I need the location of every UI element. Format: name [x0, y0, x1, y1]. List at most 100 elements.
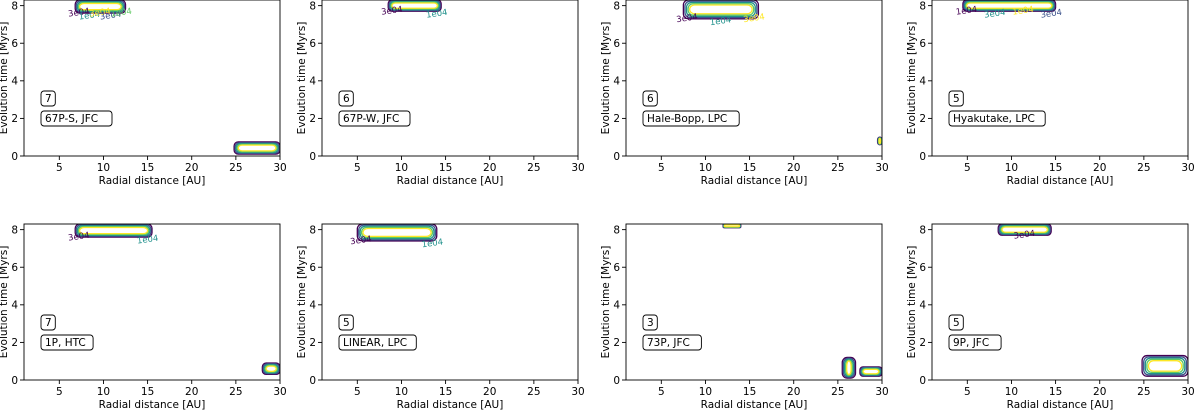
contour-line-2-1: [233, 141, 280, 155]
contour-line-1-2: [388, 0, 441, 12]
box-number-text: 7: [45, 317, 52, 329]
contour-line-1-5: [78, 226, 149, 235]
contour-label: 3e04: [743, 12, 766, 25]
x-tick-label: 20: [483, 162, 496, 174]
x-axis-label: Radial distance [AU]: [99, 399, 206, 410]
x-tick-label: 30: [571, 162, 584, 174]
contour-line-1-3: [685, 1, 756, 17]
x-axis-label: Radial distance [AU]: [701, 399, 808, 410]
y-tick-label: 4: [11, 300, 18, 312]
contour-area: [722, 224, 882, 379]
box-label: 9P, JFC: [948, 334, 1002, 351]
x-tick-label: 5: [354, 162, 361, 174]
y-tick-label: 4: [919, 300, 926, 312]
y-axis-label: Evolution time [Myrs]: [906, 22, 918, 135]
contour-line-2-5: [878, 137, 882, 145]
contour-line-1-4: [390, 1, 440, 10]
y-tick-label: 2: [11, 337, 18, 349]
contour-line-1-4: [77, 1, 123, 12]
x-tick-label: 10: [395, 386, 408, 398]
contour-line-2-3: [1144, 357, 1186, 375]
y-tick-label: 0: [919, 151, 926, 163]
x-tick-label: 25: [831, 162, 844, 174]
contour-line-2-1: [1141, 354, 1188, 377]
box-number-box: [642, 90, 658, 107]
contour-line-1-5: [966, 2, 1053, 9]
y-tick-label: 4: [613, 76, 620, 88]
box-label-text: LINEAR, LPC: [343, 337, 407, 349]
contour-label: 3e04: [68, 7, 91, 20]
x-axis-label: Radial distance [AU]: [1007, 175, 1114, 187]
y-tick-label: 0: [613, 375, 620, 387]
x-tick-label: 15: [439, 386, 452, 398]
subplot-4: 1e04 3e04 1e04 3e04 5 10 15 20 25 30 0 2 4 6 8 Radial d…: [906, 0, 1195, 187]
x-tick-label: 15: [141, 162, 154, 174]
y-tick-label: 2: [919, 337, 926, 349]
x-tick-label: 10: [97, 386, 110, 398]
axes-frame: [23, 0, 281, 157]
contour-line-1-2: [75, 224, 152, 237]
x-tick-label: 20: [787, 386, 800, 398]
y-tick-label: 0: [919, 375, 926, 387]
x-tick-label: 25: [831, 386, 844, 398]
contour-line-1-4: [1000, 225, 1050, 234]
contour-line-1-1: [387, 0, 442, 12]
contour-label: 1e04: [1012, 5, 1035, 18]
y-tick-label: 4: [11, 76, 18, 88]
box-label-text: 9P, JFC: [953, 337, 989, 349]
y-tick-label: 8: [919, 224, 926, 236]
contour-line-2-5: [237, 144, 277, 152]
contour-label: 3e04: [350, 234, 373, 247]
y-tick-label: 6: [11, 38, 18, 50]
x-tick-label: 25: [229, 386, 242, 398]
contour-line-1-1: [74, 224, 153, 238]
contour-line-2-5: [846, 360, 852, 376]
box-label: 67P-S, JFC: [40, 110, 113, 127]
contour-area: 3e04 1e04: [381, 0, 448, 21]
y-tick-label: 8: [919, 0, 926, 12]
x-tick-label: 5: [658, 386, 665, 398]
box-label: 73P, JFC: [642, 334, 702, 351]
x-tick-label: 5: [658, 162, 665, 174]
contour-line-2-5: [265, 365, 277, 373]
x-tick-label: 10: [699, 162, 712, 174]
box-number-text: 5: [953, 317, 960, 329]
subplot-2: 3e04 1e04 5 10 15 20 25 30 0 2 4 6 8 Radial distance …: [296, 0, 585, 187]
contour-line-1-3: [359, 225, 435, 240]
contour-line-1-3: [964, 0, 1055, 11]
y-axis-label: Evolution time [Myrs]: [906, 246, 918, 359]
x-tick-label: 5: [964, 162, 971, 174]
y-tick-label: 2: [11, 113, 18, 125]
x-tick-label: 25: [527, 162, 540, 174]
contour-label: 3e04: [381, 5, 404, 18]
box-number-text: 6: [343, 93, 350, 105]
contour-line-1-1: [962, 0, 1057, 12]
box-label-box: [338, 334, 417, 351]
axes-frame: [23, 223, 281, 381]
contour-line-1-1: [74, 0, 127, 14]
contour-line-1-1: [997, 224, 1052, 236]
y-tick-label: 6: [309, 262, 316, 274]
contour-area: 3e04: [997, 224, 1188, 377]
x-tick-label: 30: [875, 386, 888, 398]
x-tick-label: 20: [787, 162, 800, 174]
y-axis-label: Evolution time [Myrs]: [0, 22, 10, 135]
box-label-box: [40, 110, 113, 127]
x-tick-label: 15: [743, 386, 756, 398]
y-tick-label: 2: [309, 337, 316, 349]
y-tick-label: 0: [309, 375, 316, 387]
contour-label: 1e04: [709, 15, 732, 28]
x-tick-label: 20: [185, 162, 198, 174]
box-number-box: [948, 314, 964, 331]
subplot-6: 3e04 1e04 5 10 15 20 25 30 0 2 4 6 8 Radial distance …: [296, 223, 585, 410]
contour-label: 3e04: [1013, 229, 1036, 242]
box-number-box: [948, 90, 964, 107]
contour-line-2-3: [263, 363, 279, 374]
contour-area: 3e04 1e04: [68, 224, 280, 376]
x-tick-label: 30: [1181, 386, 1194, 398]
x-tick-label: 10: [1005, 386, 1018, 398]
contour-label: 3e04: [68, 231, 91, 244]
contour-line-1-4: [77, 225, 150, 236]
box-label-text: Hyakutake, LPC: [953, 113, 1035, 125]
